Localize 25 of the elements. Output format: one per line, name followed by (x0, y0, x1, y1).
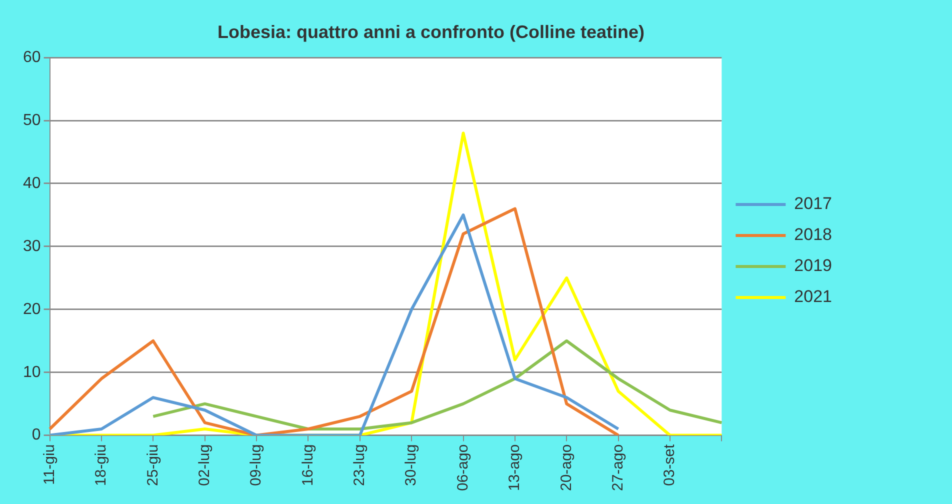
legend-label: 2021 (794, 287, 832, 306)
x-tick-label: 30-lug (402, 444, 420, 486)
legend-label: 2017 (794, 194, 832, 214)
y-tick-label: 20 (23, 300, 41, 318)
y-tick-label: 40 (23, 174, 41, 192)
x-tick-label: 25-giu (144, 444, 162, 486)
y-tick-label: 0 (32, 426, 41, 444)
x-tick-label: 09-lug (248, 444, 265, 486)
x-tick-label: 23-lug (351, 444, 368, 486)
x-tick-label: 06-ago (454, 444, 472, 492)
y-tick-label: 10 (23, 364, 41, 381)
x-tick-label: 02-lug (196, 444, 213, 486)
x-tick-label: 27-ago (609, 444, 626, 492)
x-tick-label: 18-giu (92, 444, 110, 486)
x-tick-label: 16-lug (299, 444, 316, 486)
x-tick-label: 11-giu (40, 444, 58, 485)
y-tick-label: 50 (23, 112, 41, 129)
x-tick-label: 03-set (661, 443, 678, 486)
x-tick-label: 20-ago (558, 444, 575, 492)
y-tick-label: 30 (23, 238, 41, 255)
legend-label: 2019 (794, 256, 832, 276)
x-tick-label: 13-ago (506, 444, 524, 492)
chart-title: Lobesia: quattro anni a confronto (Colline teatine) (217, 22, 645, 42)
legend-label: 2018 (794, 225, 832, 244)
y-tick-label: 60 (23, 49, 41, 66)
